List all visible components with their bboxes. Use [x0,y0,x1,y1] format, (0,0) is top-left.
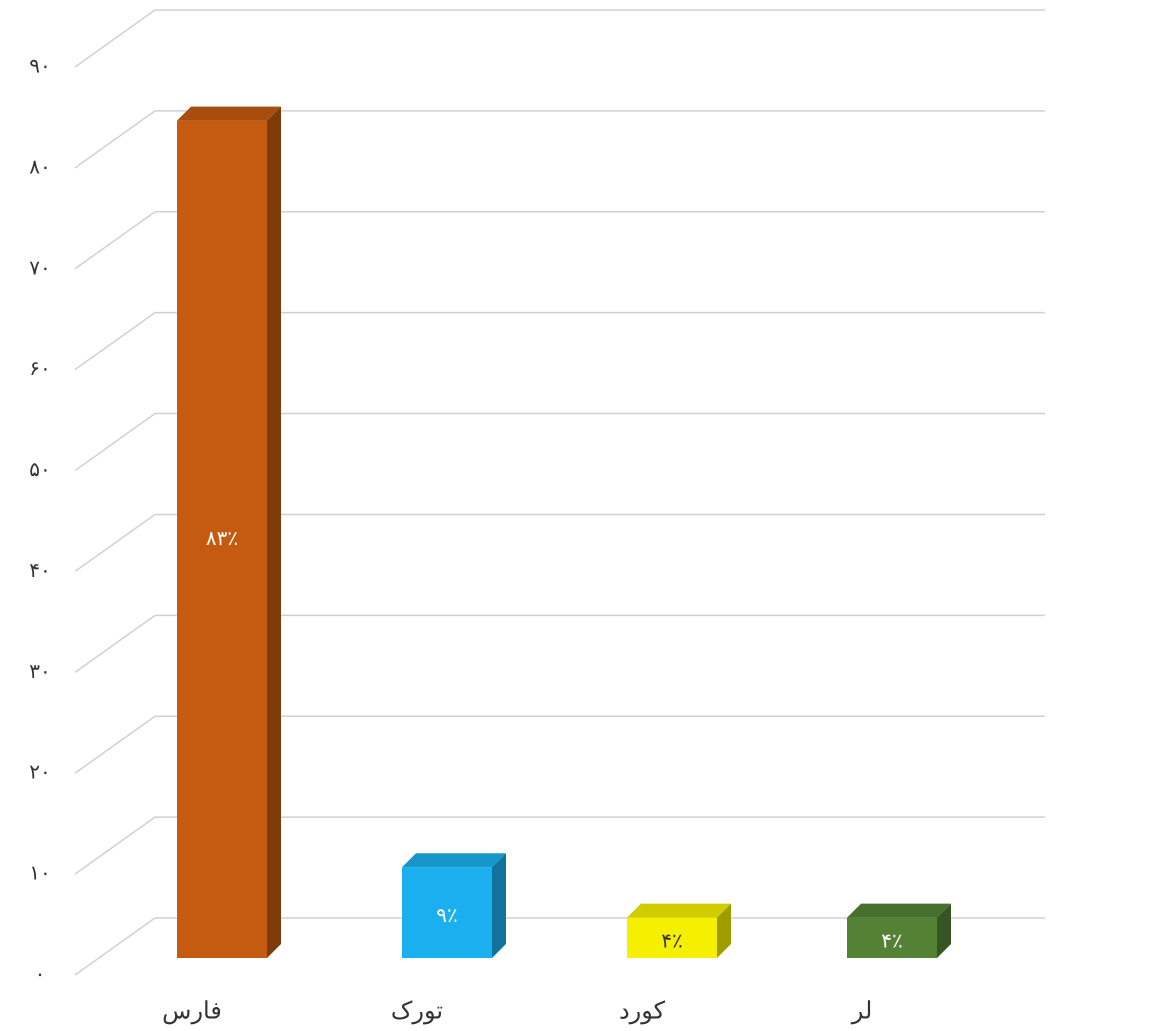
grid-line [74,715,1045,774]
grid-line [74,211,1045,270]
y-tick-label: ۴۰ [29,558,50,582]
bar [177,120,267,959]
y-tick-label: ۰ [35,962,46,986]
x-tick-label: کورد [619,997,666,1025]
y-tick-label: ۱۰ [29,861,50,885]
x-tick-label: لر [851,997,873,1025]
grid-line [74,614,1045,673]
x-tick-label: تورک [391,997,443,1025]
grid-line [74,816,1045,875]
data-label: ۹٪ [436,903,457,927]
bar [402,867,492,958]
bar-top [847,903,951,918]
data-label: ۴٪ [881,928,902,952]
bar-side [717,903,731,958]
grid-line [74,917,1045,976]
grid-line [74,9,1045,68]
data-label: ۴٪ [661,928,682,952]
y-tick-label: ۳۰ [29,659,50,683]
data-label: ۸۳٪ [206,526,238,550]
grid-line [74,513,1045,573]
grid-line [74,110,1045,169]
bar-top [402,853,506,868]
y-tick-label: ۶۰ [29,356,50,380]
grid-line [74,412,1045,472]
y-tick-label: ۹۰ [29,54,50,78]
y-tick-label: ۲۰ [29,760,50,784]
y-tick-label: ۸۰ [29,154,50,178]
x-tick-label: فارس [162,997,222,1025]
bar-side [492,853,506,958]
bar-top [627,903,731,918]
grid-line [74,311,1045,371]
bar-top [177,106,281,121]
y-tick-label: ۷۰ [29,255,50,279]
bar [627,917,717,958]
bar [847,917,937,958]
bar-side [937,903,951,958]
bar-side [267,106,281,959]
y-tick-label: ۵۰ [29,457,50,481]
